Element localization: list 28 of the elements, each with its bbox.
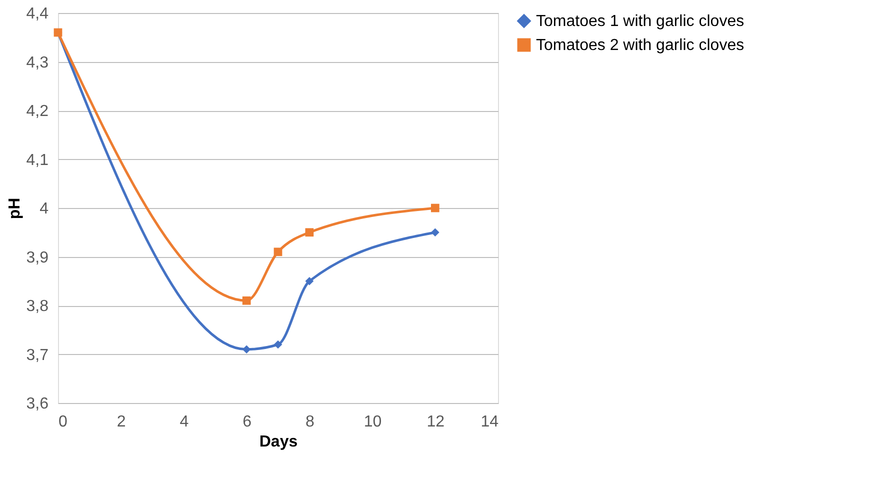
- point: [430, 204, 440, 212]
- x-tick-label: 4: [180, 414, 189, 430]
- y-tick-label: 4,4: [26, 6, 49, 22]
- y-tick-label: 3,8: [26, 298, 49, 315]
- point: [305, 228, 314, 237]
- x-tick-label: 2: [116, 414, 126, 430]
- x-tick-label: 0: [58, 414, 68, 430]
- y-axis-title: pH: [6, 198, 24, 220]
- x-tick-label: 8: [305, 414, 314, 430]
- point: [430, 228, 440, 237]
- y-tick-label: 4: [40, 200, 49, 218]
- y-tick-label: 3,6: [26, 396, 49, 412]
- point: [242, 296, 251, 305]
- y-tick-label: 4,3: [26, 54, 49, 72]
- y-tick-label: 4,2: [26, 103, 49, 120]
- x-tick-label: 6: [242, 414, 252, 430]
- legend-label: Tomatoes 1 with garlic cloves: [536, 13, 744, 30]
- x-axis-title: Days: [259, 434, 298, 450]
- x-tick-label: 14: [480, 414, 499, 430]
- y-tick-label: 4,1: [26, 152, 49, 169]
- y-tick-label: 3,7: [26, 346, 49, 364]
- legend-label: Tomatoes 2 with garlic cloves: [536, 37, 744, 54]
- x-tick-label: 12: [426, 414, 445, 430]
- point: [274, 248, 282, 256]
- point: [305, 276, 314, 286]
- point: [274, 340, 282, 349]
- x-tick-label: 10: [364, 414, 382, 430]
- y-tick-label: 3,9: [26, 249, 49, 266]
